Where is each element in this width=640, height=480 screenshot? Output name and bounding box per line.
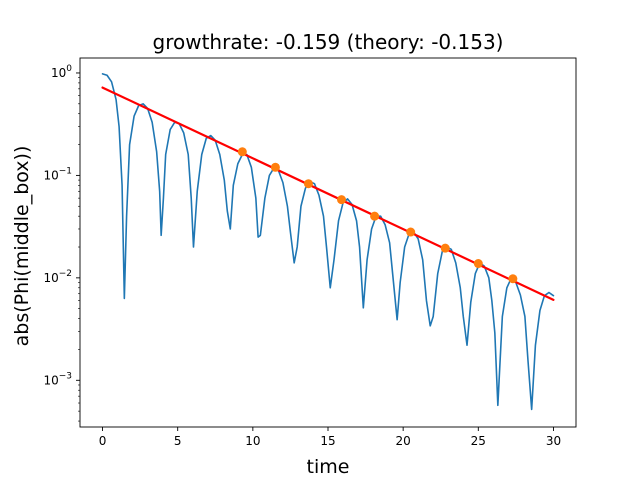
peak-point	[270, 162, 280, 172]
x-tick-label: 0	[99, 434, 107, 448]
x-tick-label: 25	[471, 434, 486, 448]
peak-point	[303, 179, 313, 189]
y-axis-label: abs(Phi(middle_box))	[11, 146, 33, 347]
peak-point	[508, 274, 518, 284]
x-tick-label: 15	[320, 434, 335, 448]
x-axis-label: time	[307, 456, 350, 478]
y-tick-label: 10−1	[43, 166, 72, 182]
peak-point	[337, 195, 347, 205]
x-tick-label: 20	[396, 434, 411, 448]
y-tick-label: 10−2	[43, 269, 72, 285]
peak-point	[370, 211, 380, 221]
y-tick-label: 100	[51, 64, 72, 80]
x-tick-label: 30	[546, 434, 561, 448]
peak-point	[237, 147, 247, 157]
signal-line	[101, 73, 555, 411]
peak-point	[440, 243, 450, 253]
x-tick-label: 10	[245, 434, 260, 448]
y-tick-label: 10−3	[43, 371, 72, 387]
axes-layer: 0 5 10 15 20 25 30 10−3 10−2 10−1 100	[43, 57, 577, 448]
x-tick-label: 5	[174, 434, 182, 448]
peak-point	[406, 227, 416, 237]
plot-area	[80, 58, 576, 427]
series-layer	[101, 73, 555, 411]
chart-title: growthrate: -0.159 (theory: -0.153)	[153, 30, 504, 54]
peak-point	[473, 259, 483, 269]
